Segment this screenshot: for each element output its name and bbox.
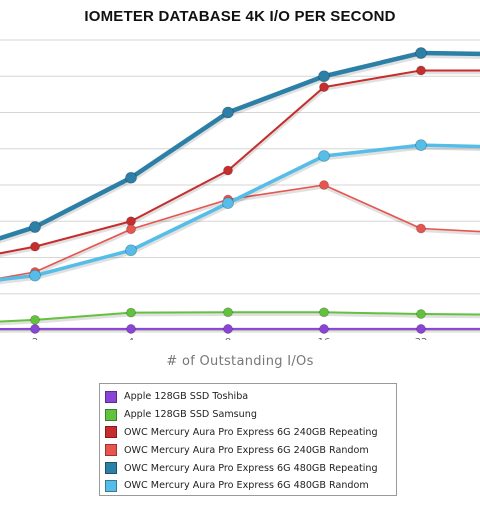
- x-axis-label: # of Outstanding I/Os: [166, 354, 314, 369]
- legend-label: OWC Mercury Aura Pro Express 6G 240GB Ra…: [124, 444, 369, 456]
- data-point: [319, 307, 329, 318]
- legend-item: OWC Mercury Aura Pro Express 6G 240GB Re…: [105, 424, 396, 442]
- legend-swatch: [105, 462, 117, 475]
- data-point: [416, 324, 426, 334]
- data-point: [125, 171, 137, 184]
- data-point: [126, 224, 136, 235]
- data-point: [318, 150, 330, 162]
- chart-title: IOMETER DATABASE 4K I/O PER SECOND: [84, 8, 396, 25]
- legend-label: Apple 128GB SSD Toshiba: [124, 391, 249, 403]
- legend-item: Apple 128GB SSD Samsung: [105, 406, 396, 424]
- gridlines: [0, 39, 480, 295]
- legend-item: OWC Mercury Aura Pro Express 6G 480GB Re…: [105, 459, 396, 477]
- x-tick-label: 8: [225, 337, 231, 340]
- data-point: [416, 309, 426, 319]
- series-line: [0, 69, 480, 255]
- legend-swatch: [105, 479, 117, 492]
- x-tick-labels: 2 4 8 16 32: [32, 337, 428, 340]
- data-point: [126, 324, 136, 334]
- data-point: [30, 241, 40, 252]
- data-point: [30, 314, 40, 325]
- legend-item: OWC Mercury Aura Pro Express 6G 480GB Ra…: [105, 477, 396, 495]
- x-tick-label: 32: [415, 337, 428, 340]
- data-point: [415, 139, 427, 152]
- legend-label: Apple 128GB SSD Samsung: [124, 409, 257, 421]
- data-point: [125, 244, 137, 257]
- data-point: [416, 223, 426, 234]
- series-line: [0, 50, 480, 241]
- x-tick-label: 4: [128, 337, 134, 340]
- data-point: [30, 324, 40, 334]
- data-point: [415, 47, 427, 59]
- x-tick-label: 16: [318, 337, 331, 340]
- legend-label: OWC Mercury Aura Pro Express 6G 480GB Ra…: [124, 480, 369, 492]
- data-point: [319, 324, 329, 334]
- data-point: [222, 106, 234, 119]
- legend-item: Apple 128GB SSD Toshiba: [105, 388, 396, 406]
- series-line-shadow: [0, 311, 480, 326]
- x-tick-label: 2: [32, 337, 38, 340]
- data-point: [223, 324, 233, 334]
- legend-swatch: [105, 390, 117, 403]
- legend-swatch: [105, 426, 117, 439]
- legend: Apple 128GB SSD Toshiba Apple 128GB SSD S…: [99, 383, 397, 496]
- data-point: [319, 180, 329, 190]
- legend-label: OWC Mercury Aura Pro Express 6G 240GB Re…: [124, 426, 378, 438]
- data-point: [126, 307, 136, 318]
- data-point: [29, 269, 41, 282]
- data-point: [222, 197, 234, 210]
- data-point: [416, 65, 426, 76]
- data-point: [319, 82, 329, 93]
- legend-label: OWC Mercury Aura Pro Express 6G 480GB Re…: [124, 462, 378, 474]
- series-line-shadow: [0, 51, 480, 244]
- series-lines: [0, 50, 480, 333]
- data-points: [29, 47, 427, 334]
- legend-swatch: [105, 408, 117, 421]
- legend-swatch: [105, 444, 117, 457]
- plot-area: 2 4 8 16 32: [0, 39, 480, 340]
- data-point: [223, 165, 233, 176]
- data-point: [29, 221, 41, 233]
- data-point: [318, 70, 330, 83]
- data-point: [223, 307, 233, 318]
- legend-item: OWC Mercury Aura Pro Express 6G 240GB Ra…: [105, 441, 396, 459]
- series-line: [0, 143, 480, 282]
